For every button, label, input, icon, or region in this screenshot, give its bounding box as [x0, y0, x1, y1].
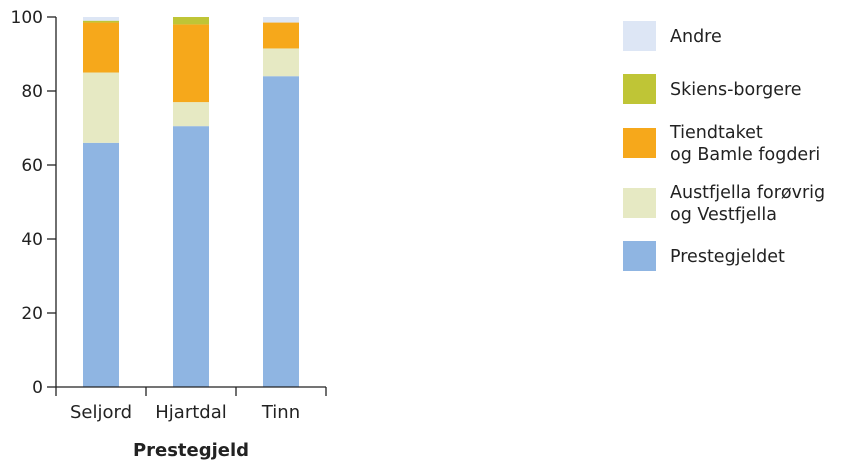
- bar-segment-tinn-2: [263, 22, 299, 49]
- x-tick-label: Tinn: [261, 402, 300, 423]
- y-tick-label: 0: [32, 378, 43, 398]
- axes-layer: 0 20 40 60 80 100 Seljord Hjartdal Tinn: [11, 8, 327, 423]
- legend-swatch: [623, 188, 656, 218]
- x-tick-label: Hjartdal: [155, 402, 226, 423]
- y-tick-label: 40: [21, 230, 43, 250]
- bar-segment-tinn-0: [263, 76, 299, 387]
- y-tick-label: 20: [21, 304, 43, 324]
- y-tick-label: 100: [11, 8, 43, 28]
- legend-label: Andre: [670, 27, 722, 47]
- legend-swatch: [623, 74, 656, 104]
- bar-segment-seljord-0: [83, 142, 119, 387]
- legend-label: og Bamle fogderi: [670, 145, 820, 165]
- bar-segment-hjartdal-3: [173, 17, 209, 25]
- legend-label: Tiendtaket: [669, 123, 763, 143]
- x-tick-label: Seljord: [70, 402, 132, 423]
- bar-segment-seljord-2: [83, 22, 119, 73]
- legend-swatch: [623, 21, 656, 51]
- legend-swatch: [623, 241, 656, 271]
- legend-label: Prestegjeldet: [670, 247, 785, 267]
- y-tick-label: 80: [21, 82, 43, 102]
- legend-label: og Vestfjella: [670, 205, 777, 225]
- legend-swatch: [623, 128, 656, 158]
- bar-segment-hjartdal-1: [173, 102, 209, 127]
- y-tick-label: 60: [21, 156, 43, 176]
- bar-segment-tinn-4: [263, 17, 299, 23]
- bars-layer: [83, 17, 299, 388]
- bar-segment-seljord-4: [83, 17, 119, 21]
- bar-segment-hjartdal-0: [173, 126, 209, 388]
- bar-segment-seljord-1: [83, 72, 119, 143]
- legend-label: Skiens-borgere: [670, 80, 802, 100]
- bar-segment-seljord-3: [83, 20, 119, 23]
- legend-label: Austfjella forøvrig: [670, 183, 825, 203]
- bar-segment-tinn-1: [263, 48, 299, 77]
- bar-segment-hjartdal-2: [173, 24, 209, 103]
- x-axis-title: Prestegjeld: [133, 440, 249, 461]
